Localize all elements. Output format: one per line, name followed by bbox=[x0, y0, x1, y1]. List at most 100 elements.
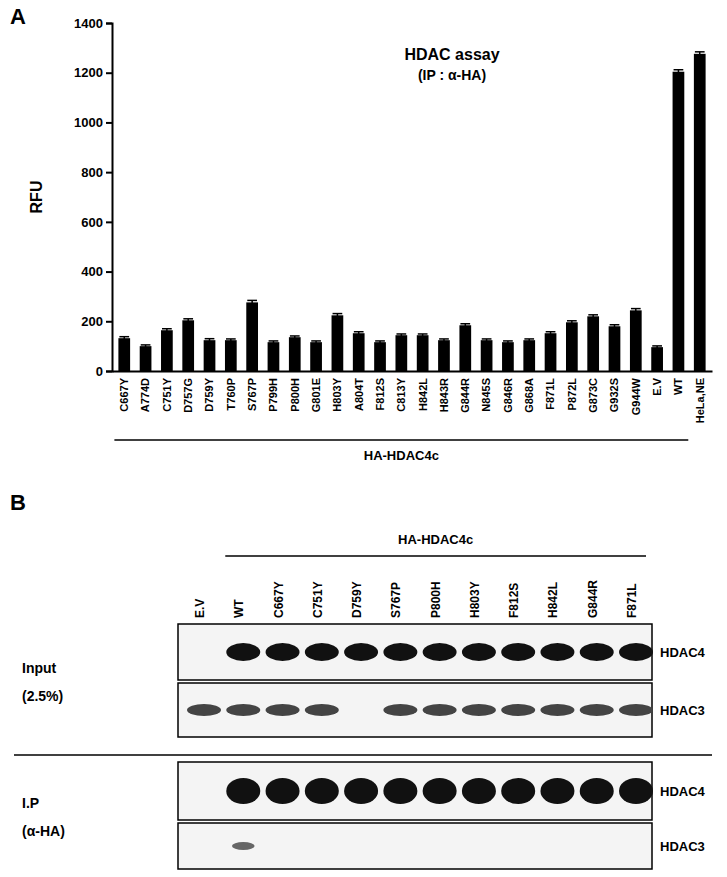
x-axis-line bbox=[113, 371, 713, 373]
y-tick-mark bbox=[106, 172, 112, 174]
x-tick: P872L bbox=[566, 371, 578, 410]
band bbox=[423, 778, 457, 804]
x-tick: F871L bbox=[544, 371, 556, 410]
error-bar bbox=[652, 346, 662, 348]
error-cap bbox=[631, 308, 641, 310]
y-tick: 800 bbox=[81, 165, 112, 180]
x-tick-label: D759Y bbox=[203, 377, 215, 411]
x-tick: C667Y bbox=[118, 371, 130, 412]
bar bbox=[417, 335, 429, 371]
x-tick: G873C bbox=[587, 371, 599, 413]
x-tick-label: H842L bbox=[417, 378, 429, 411]
band bbox=[226, 778, 260, 804]
error-cap bbox=[503, 340, 513, 342]
error-cap bbox=[119, 336, 129, 338]
x-tick: D757G bbox=[182, 371, 194, 413]
error-cap bbox=[205, 338, 215, 340]
x-tick: G932S bbox=[608, 371, 620, 412]
error-cap bbox=[183, 318, 193, 320]
y-tick: 1400 bbox=[74, 16, 112, 31]
x-tick: T760P bbox=[225, 371, 237, 410]
x-tick-label: S767P bbox=[246, 378, 258, 411]
x-tick: WT bbox=[672, 371, 684, 395]
y-tick-label: 400 bbox=[81, 264, 103, 279]
error-cap bbox=[333, 313, 343, 315]
band bbox=[540, 704, 574, 716]
lane-label: F871L bbox=[625, 583, 639, 618]
x-tick-label: G801E bbox=[310, 378, 322, 412]
bar bbox=[609, 326, 621, 371]
error-bar bbox=[631, 309, 641, 312]
band bbox=[383, 778, 417, 804]
bar bbox=[374, 342, 386, 371]
x-tick: G846R bbox=[502, 371, 514, 413]
group-label: HA-HDAC4c bbox=[398, 532, 473, 547]
bar bbox=[523, 340, 535, 371]
band bbox=[305, 778, 339, 804]
y-tick-label: 1200 bbox=[74, 65, 103, 80]
x-tick-label: A774D bbox=[139, 378, 151, 412]
y-tick: 0 bbox=[96, 364, 112, 379]
error-bar bbox=[141, 345, 151, 347]
x-tick-label: E.V bbox=[651, 377, 663, 395]
x-tick: D759Y bbox=[203, 371, 215, 412]
error-cap bbox=[588, 314, 598, 316]
x-tick-label: N845S bbox=[480, 378, 492, 412]
error-cap bbox=[439, 338, 449, 340]
error-cap bbox=[610, 324, 620, 326]
blot-strip bbox=[178, 624, 653, 680]
y-tick: 200 bbox=[81, 314, 112, 329]
error-cap bbox=[354, 331, 364, 333]
error-bar bbox=[183, 319, 193, 322]
error-bar bbox=[546, 332, 556, 335]
y-tick-mark bbox=[106, 271, 112, 273]
bar bbox=[161, 330, 173, 371]
bar bbox=[182, 320, 194, 371]
x-tick-label: G944W bbox=[630, 377, 642, 415]
blot-frame bbox=[178, 762, 652, 820]
bar bbox=[587, 316, 599, 371]
bar bbox=[673, 72, 685, 371]
band bbox=[226, 643, 260, 661]
y-tick-label: 800 bbox=[81, 165, 103, 180]
y-axis-line bbox=[106, 24, 113, 372]
blot-frame bbox=[178, 624, 652, 680]
error-cap bbox=[375, 340, 385, 342]
band bbox=[383, 643, 417, 661]
x-tick: A804T bbox=[353, 371, 365, 411]
x-tick-label: F812S bbox=[374, 378, 386, 410]
bar bbox=[118, 338, 130, 371]
band bbox=[305, 704, 339, 716]
band bbox=[266, 643, 300, 661]
error-bar bbox=[375, 341, 385, 343]
x-tick: C813Y bbox=[395, 371, 407, 412]
bar bbox=[204, 340, 216, 371]
error-bar bbox=[333, 314, 343, 317]
error-cap bbox=[226, 338, 236, 340]
band bbox=[580, 643, 614, 661]
x-tick: G944W bbox=[630, 371, 642, 415]
y-tick: 400 bbox=[81, 264, 112, 279]
y-tick-label: 1000 bbox=[74, 115, 103, 130]
block-label: Input bbox=[22, 660, 57, 676]
error-bar bbox=[695, 52, 705, 56]
y-tick-mark bbox=[106, 23, 112, 25]
error-cap bbox=[290, 335, 300, 337]
error-bar bbox=[524, 339, 534, 341]
error-cap bbox=[674, 69, 684, 71]
group-line bbox=[225, 555, 646, 557]
group-line bbox=[114, 439, 688, 441]
error-cap bbox=[269, 340, 279, 342]
error-bar bbox=[269, 341, 279, 343]
protein-label: HDAC4 bbox=[660, 784, 706, 799]
bar bbox=[140, 346, 152, 371]
band bbox=[423, 643, 457, 661]
bar bbox=[566, 322, 578, 371]
band bbox=[501, 778, 535, 804]
band bbox=[305, 643, 339, 661]
x-tick: F812S bbox=[374, 371, 386, 410]
band bbox=[540, 643, 574, 661]
band bbox=[462, 778, 496, 804]
error-bar bbox=[503, 341, 513, 343]
y-tick-label: 1400 bbox=[74, 16, 103, 31]
